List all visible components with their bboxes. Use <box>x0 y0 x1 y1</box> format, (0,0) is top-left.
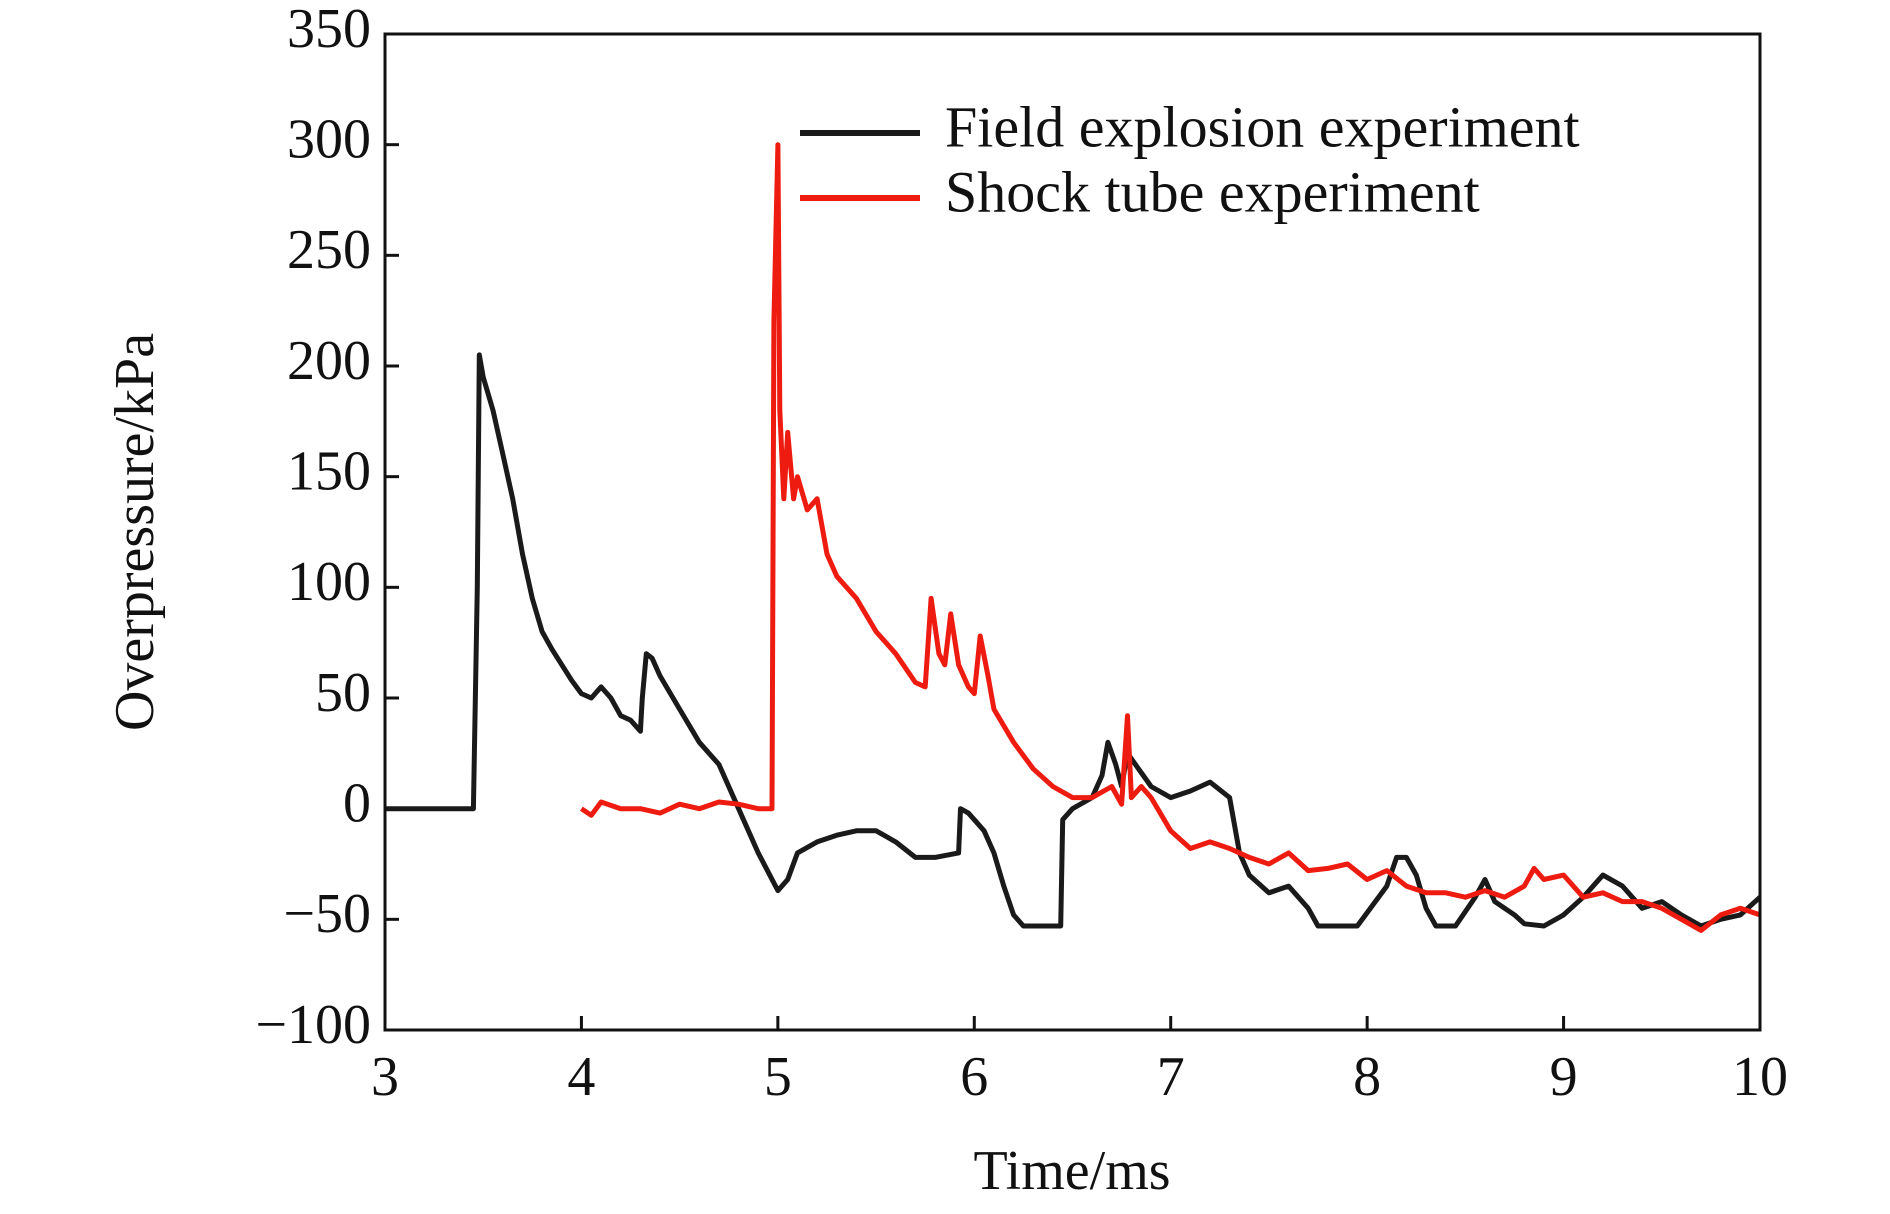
y-tick-label: −50 <box>283 883 371 945</box>
y-tick-label: 50 <box>315 662 371 724</box>
x-tick-label: 6 <box>960 1046 988 1108</box>
y-tick-label: 350 <box>287 0 371 60</box>
y-tick-label: −100 <box>255 994 371 1056</box>
y-tick-label: 100 <box>287 551 371 613</box>
x-tick-label: 10 <box>1732 1046 1788 1108</box>
x-tick-label: 3 <box>371 1046 399 1108</box>
legend-label: Field explosion experiment <box>945 94 1580 159</box>
plot-frame <box>383 32 1762 1032</box>
data-line <box>385 352 1762 929</box>
y-tick-label: 150 <box>287 441 371 503</box>
legend-label: Shock tube experiment <box>945 159 1480 224</box>
x-tick-label: 9 <box>1550 1046 1578 1108</box>
data-line <box>580 142 1761 933</box>
y-tick-label: 250 <box>287 219 371 281</box>
x-axis-label: Time/ms <box>973 1140 1170 1202</box>
y-tick-label: 300 <box>287 109 371 171</box>
y-axis-label: Overpressure/kPa <box>104 333 166 731</box>
y-tick-label: 0 <box>343 773 371 835</box>
x-tick-label: 8 <box>1353 1046 1381 1108</box>
y-tick-label: 200 <box>287 330 371 392</box>
x-tick-label: 5 <box>764 1046 792 1108</box>
x-tick-label: 7 <box>1157 1046 1185 1108</box>
x-tick-label: 4 <box>567 1046 595 1108</box>
